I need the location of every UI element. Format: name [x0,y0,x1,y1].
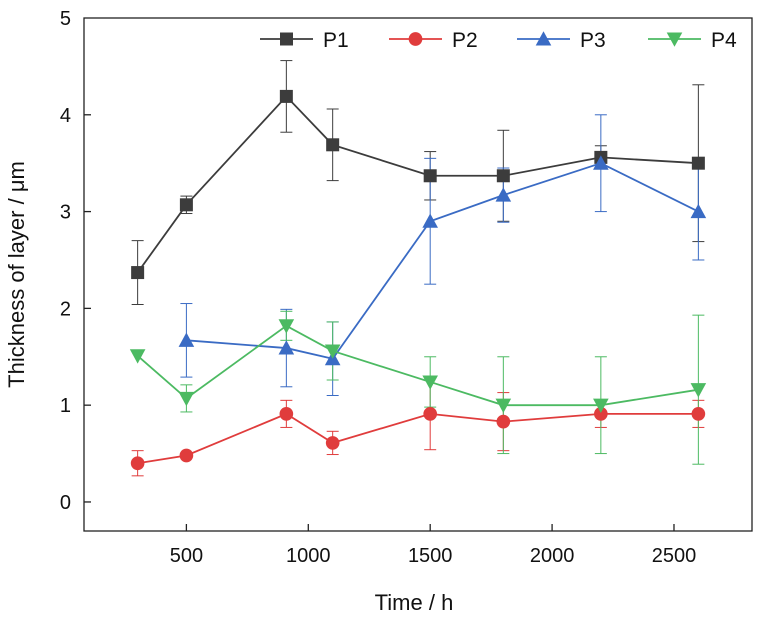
series-line-p3 [186,162,699,360]
legend-marker-p4 [666,32,683,47]
data-point-p3 [422,213,438,228]
data-point-p1 [179,198,193,212]
legend-label-p2: P2 [452,29,478,52]
x-tick-label: 2000 [530,545,575,567]
data-point-p3 [495,187,512,202]
x-tick-label: 1000 [286,545,331,567]
data-point-p3 [593,155,609,170]
data-point-p1 [691,156,705,170]
data-point-p4 [178,391,195,407]
x-axis-label: Time / h [375,590,454,615]
data-point-p4 [690,383,707,398]
data-point-p3 [278,340,295,355]
data-point-p3 [178,332,195,347]
data-point-p3 [690,203,707,219]
data-point-p4 [593,398,609,413]
series-markers [129,89,707,471]
axis-ticks: 500 1000 1500 2000 2500 0 1 2 3 4 5 [60,8,696,567]
data-point-p2 [325,436,340,450]
series-line-p4 [137,324,699,407]
x-tick-label: 1500 [408,545,453,567]
legend-marker-p2 [408,32,423,46]
y-tick-label: 2 [60,298,71,320]
data-point-p1 [131,266,145,280]
data-point-p1 [279,89,293,103]
y-tick-label: 5 [60,8,71,30]
data-point-p1 [423,169,437,183]
legend-label-p3: P3 [580,29,606,52]
data-point-p4 [129,349,146,364]
series-lines [136,95,699,465]
x-tick-label: 2500 [652,545,697,567]
data-point-p4 [422,375,438,390]
data-point-p4 [278,319,295,334]
y-tick-label: 0 [60,492,71,514]
data-point-p2 [130,456,145,471]
data-point-p2 [594,407,608,421]
y-tick-label: 4 [60,105,71,127]
legend: P1 P2 P3 P4 [260,29,737,52]
legend-label-p4: P4 [711,29,737,52]
data-point-p1 [326,138,340,152]
data-point-p2 [179,448,194,463]
series-line-p2 [137,412,699,465]
legend-marker-p3 [535,31,552,46]
y-axis-label: Thickness of layer / μm [4,161,29,388]
data-point-p2 [423,407,438,421]
data-point-p2 [279,407,294,421]
legend-label-p1: P1 [323,29,349,52]
data-point-p2 [496,414,511,429]
y-tick-label: 1 [60,395,71,417]
x-tick-label: 500 [170,545,203,567]
legend-marker-p1 [280,32,293,46]
data-point-p2 [691,407,706,421]
plot-frame [83,17,753,532]
series-line-p1 [136,95,699,274]
data-point-p4 [495,398,512,413]
data-point-p1 [496,169,510,183]
data-point-p4 [324,344,341,359]
y-tick-label: 3 [60,202,71,224]
